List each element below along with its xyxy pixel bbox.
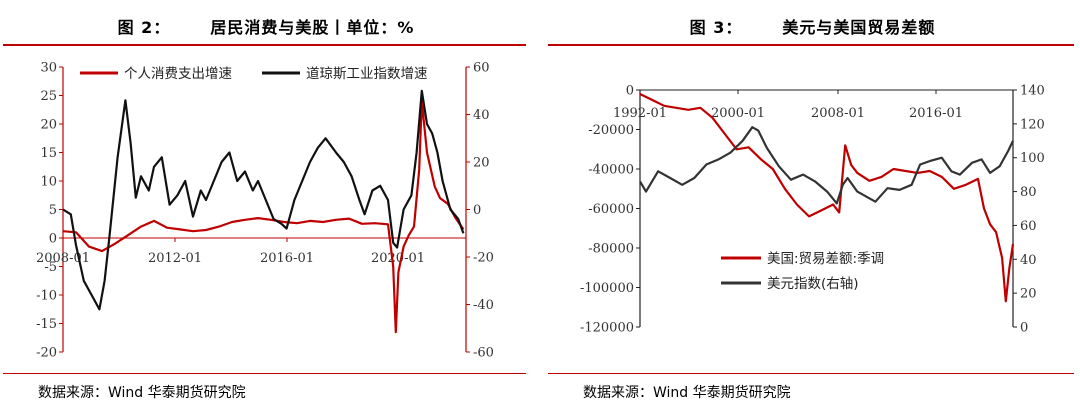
- x-tick-label: 2012-01: [148, 251, 202, 266]
- left-y-tick-label: 0: [626, 84, 634, 99]
- right-y-tick-label: 140: [1020, 84, 1045, 99]
- x-tick-label: 2000-01: [711, 106, 765, 121]
- right-y-tick-label: 40: [473, 108, 490, 123]
- left-y-tick-label: 20: [40, 118, 57, 133]
- right-y-tick-label: -60: [473, 346, 494, 361]
- right-y-tick-label: 40: [1020, 253, 1037, 268]
- source-note: 数据来源：Wind 华泰期货研究院: [38, 385, 246, 401]
- source-note: 数据来源：Wind 华泰期货研究院: [583, 385, 791, 401]
- bottom-rule: [3, 373, 526, 374]
- left-y-tick-label: -100000: [580, 281, 634, 296]
- x-tick-label: 2008-01: [36, 251, 90, 266]
- x-tick-label: 2016-01: [260, 251, 314, 266]
- right-y-tick-label: 20: [1020, 287, 1037, 302]
- right-y-tick-label: 20: [473, 156, 490, 171]
- figure-title: 居民消费与美股丨单位：%: [210, 18, 415, 37]
- right-y-tick-label: 0: [1020, 321, 1028, 336]
- left-y-tick-label: -40000: [588, 163, 634, 178]
- left-y-tick-label: -10: [36, 289, 57, 304]
- figure-label: 图 3：: [689, 18, 743, 37]
- x-tick-label: 2016-01: [909, 106, 963, 121]
- left-y-tick-label: 30: [40, 61, 57, 76]
- right-y-tick-label: -20: [473, 251, 494, 266]
- legend-label: 美元指数(右轴): [767, 276, 859, 292]
- top-rule: [548, 44, 1074, 46]
- right-y-tick-label: 60: [1020, 219, 1037, 234]
- right-y-tick-label: 120: [1020, 117, 1045, 132]
- left-y-tick-label: -15: [36, 317, 57, 332]
- series-line-2: [639, 126, 1014, 205]
- left-y-tick-label: 10: [40, 175, 57, 190]
- chart-panel-usd-vs-trade-balance: 图 3： 美元与美国贸易差额 -120000 -100000 -80000 -60000…: [545, 0, 1080, 419]
- left-y-tick-label: -60000: [588, 202, 634, 217]
- left-y-tick-label: 5: [49, 203, 57, 218]
- chart-panel-consumption-vs-dow: 图 2： 居民消费与美股丨单位：% -20 -15 -10 -5 0 5 10 15 20 25 30…: [0, 0, 532, 419]
- x-tick-label: 2008-01: [811, 106, 865, 121]
- figure-title: 美元与美国贸易差额: [782, 18, 936, 37]
- chart-canvas: -20 -15 -10 -5 0 5 10 15 20 25 30 -60 -40 -20 0 20 40 60 2…: [36, 61, 494, 361]
- left-y-tick-label: -120000: [580, 321, 634, 336]
- legend-label: 美国:贸易差额:季调: [767, 251, 884, 267]
- series-line-2: [62, 89, 465, 311]
- chart-canvas: -120000 -100000 -80000 -60000 -40000 -20000 0 0…: [580, 84, 1045, 336]
- right-y-tick-label: 100: [1020, 151, 1045, 166]
- x-tick-label: 1992-01: [613, 106, 667, 121]
- bottom-rule: [548, 373, 1074, 374]
- left-y-tick-label: -20: [36, 346, 57, 361]
- left-y-tick-label: -5: [44, 260, 57, 275]
- right-y-tick-label: 60: [473, 61, 490, 76]
- series-line-1: [639, 93, 1015, 303]
- left-y-tick-label: 15: [40, 146, 57, 161]
- series-line-1: [62, 100, 465, 334]
- left-y-tick-label: 25: [40, 89, 57, 104]
- left-y-tick-label: -80000: [588, 242, 634, 257]
- right-y-tick-label: -40: [473, 298, 494, 313]
- legend-label: 道琼斯工业指数增速: [306, 66, 428, 82]
- x-tick-label: 2020-01: [371, 251, 425, 266]
- chart-title: 图 2： 居民消费与美股丨单位：%: [0, 14, 532, 38]
- legend-label: 个人消费支出增速: [124, 66, 232, 82]
- right-y-tick-label: 80: [1020, 185, 1037, 200]
- figure-label: 图 2：: [117, 18, 171, 37]
- left-y-tick-label: 0: [49, 232, 57, 247]
- chart-title: 图 3： 美元与美国贸易差额: [545, 14, 1080, 38]
- top-rule: [3, 44, 526, 46]
- right-y-tick-label: 0: [473, 203, 481, 218]
- left-y-tick-label: -20000: [588, 123, 634, 138]
